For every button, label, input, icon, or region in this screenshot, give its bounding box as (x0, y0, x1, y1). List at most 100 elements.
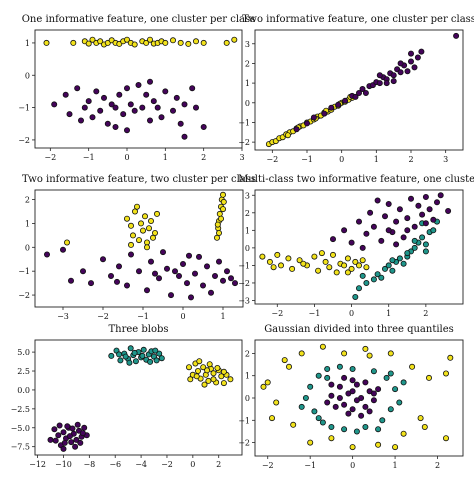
scatter-point-class1 (200, 364, 207, 371)
scatter-point-class0 (376, 72, 383, 79)
plot-frame (34, 29, 243, 149)
scatter-point-class0 (349, 377, 356, 384)
scatter-point-class1 (333, 269, 340, 276)
x-tick-label: −6 (109, 460, 121, 469)
scatter-point-class2 (352, 293, 359, 300)
y-tick-label: −3 (238, 296, 250, 305)
scatter-point-class0 (335, 101, 342, 108)
scatter-point-class1 (193, 373, 200, 380)
scatter-point-class0 (348, 239, 355, 246)
scatter-point-class2 (302, 394, 309, 401)
scatter-point-class1 (219, 191, 226, 198)
scatter-point-class1 (210, 370, 217, 377)
scatter-point-class0 (336, 383, 343, 390)
scatter-point-class1 (296, 257, 303, 264)
scatter-point-class0 (60, 445, 67, 452)
x-tick-label: −1 (301, 155, 313, 164)
scatter-point-class1 (220, 380, 227, 387)
scatter-point-class1 (177, 39, 184, 46)
scatter-point-class0 (147, 258, 154, 265)
scatter-point-class2 (359, 272, 366, 279)
scatter-point-class0 (215, 258, 222, 265)
scatter-point-class1 (231, 36, 238, 43)
scatter-point-class2 (422, 241, 429, 248)
scatter-point-class1 (143, 244, 150, 251)
scatter-point-class1 (147, 217, 154, 224)
scatter-point-class0 (154, 104, 161, 111)
scatter-point-class2 (370, 368, 377, 375)
scatter-point-class0 (73, 436, 80, 443)
chart-title: Multi-class two informative feature, one… (238, 174, 474, 185)
scatter-point-class0 (112, 104, 119, 111)
scatter-point-class0 (60, 246, 67, 253)
y-tick-label: 1 (245, 79, 250, 88)
scatter-point-class0 (310, 114, 317, 121)
y-tick-label: 2 (245, 349, 250, 358)
scatter-point-class1 (400, 430, 407, 437)
scatter-point-class0 (207, 289, 214, 296)
scatter-point-class0 (303, 120, 310, 127)
scatter-point-class0 (404, 215, 411, 222)
scatter-point-class0 (177, 120, 184, 127)
scatter-point-class0 (329, 236, 336, 243)
chart-panel-6: Gaussian divided into three quantiles −2 −… (238, 324, 464, 470)
scatter-point-class1 (363, 264, 370, 271)
scatter-point-class1 (329, 251, 336, 258)
scatter-point-class0 (100, 256, 107, 263)
x-tick-label: 0 (350, 461, 355, 470)
scatter-point-class1 (348, 265, 355, 272)
x-tick-label: −10 (55, 460, 72, 469)
scatter-point-class0 (407, 58, 414, 65)
scatter-point-class0 (341, 227, 348, 234)
scatter-point-class0 (89, 114, 96, 121)
scatter-point-class0 (411, 64, 418, 71)
scatter-point-class0 (370, 223, 377, 230)
x-tick-label: 0 (349, 309, 354, 318)
scatter-point-class2 (336, 363, 343, 370)
scatter-point-class2 (392, 386, 399, 393)
scatter-point-class2 (396, 399, 403, 406)
scatter-point-class0 (187, 294, 194, 301)
scatter-point-class0 (332, 403, 339, 410)
x-tick-label: −2 (262, 461, 274, 470)
scatter-point-class2 (411, 244, 418, 251)
scatter-point-class0 (44, 251, 51, 258)
scatter-point-class1 (220, 198, 227, 205)
chart-panel-5: Three blobs −12 −10 −8 −6 −4 −2 0 2 −7.5 −5.0 −2.5 0… (11, 324, 243, 469)
y-tick-label: −2 (238, 439, 250, 448)
scatter-point-class1 (442, 370, 449, 377)
scatter-point-class0 (55, 432, 62, 439)
scatter-point-class1 (355, 262, 362, 269)
x-tick-label: −8 (83, 460, 95, 469)
scatter-point-class1 (143, 39, 150, 46)
y-tick-label: −2 (238, 138, 250, 147)
scatter-point-class0 (155, 275, 162, 282)
scatter-point-class1 (359, 257, 366, 264)
scatter-point-class0 (120, 111, 127, 118)
scatter-point-class0 (345, 410, 352, 417)
scatter-point-class1 (145, 225, 152, 232)
y-tick-label: 0 (245, 244, 250, 253)
y-tick-label: 2 (245, 209, 250, 218)
scatter-point-class2 (341, 426, 348, 433)
scatter-point-class1 (319, 343, 326, 350)
scatter-point-class0 (200, 124, 207, 131)
scatter-point-class0 (112, 124, 119, 131)
scatter-point-class2 (349, 365, 356, 372)
scatter-point-class2 (153, 357, 160, 364)
scatter-point-class2 (139, 352, 146, 359)
scatter-point-class2 (404, 250, 411, 257)
scatter-point-class0 (81, 104, 88, 111)
scatter-point-class0 (77, 439, 84, 446)
scatter-point-class0 (370, 397, 377, 404)
scatter-point-class1 (131, 41, 138, 48)
scatter-point-class1 (127, 222, 134, 229)
scatter-point-class0 (192, 104, 199, 111)
scatter-point-class0 (175, 272, 182, 279)
y-tick-label: 0 (245, 99, 250, 108)
scatter-point-class2 (381, 265, 388, 272)
x-tick-label: 1 (163, 153, 168, 162)
y-tick-label: −2 (18, 291, 30, 300)
scatter-point-class0 (397, 69, 404, 76)
